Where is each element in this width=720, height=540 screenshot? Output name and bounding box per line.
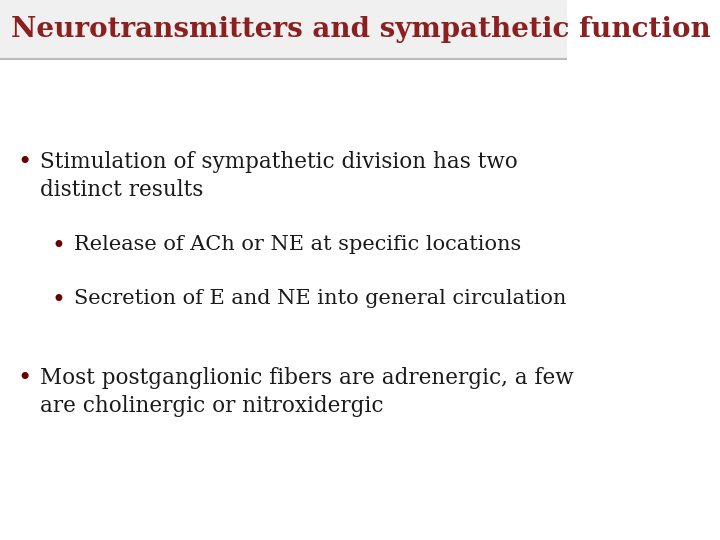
Text: •: • [51, 289, 65, 312]
Text: Release of ACh or NE at specific locations: Release of ACh or NE at specific locatio… [73, 235, 521, 254]
Text: •: • [17, 151, 31, 174]
Text: •: • [51, 235, 65, 258]
Text: Most postganglionic fibers are adrenergic, a few
are cholinergic or nitroxidergi: Most postganglionic fibers are adrenergi… [40, 367, 573, 417]
FancyBboxPatch shape [0, 0, 567, 59]
Text: Stimulation of sympathetic division has two
distinct results: Stimulation of sympathetic division has … [40, 151, 518, 201]
Text: Neurotransmitters and sympathetic function: Neurotransmitters and sympathetic functi… [12, 16, 711, 43]
Text: •: • [17, 367, 31, 390]
Text: Secretion of E and NE into general circulation: Secretion of E and NE into general circu… [73, 289, 566, 308]
